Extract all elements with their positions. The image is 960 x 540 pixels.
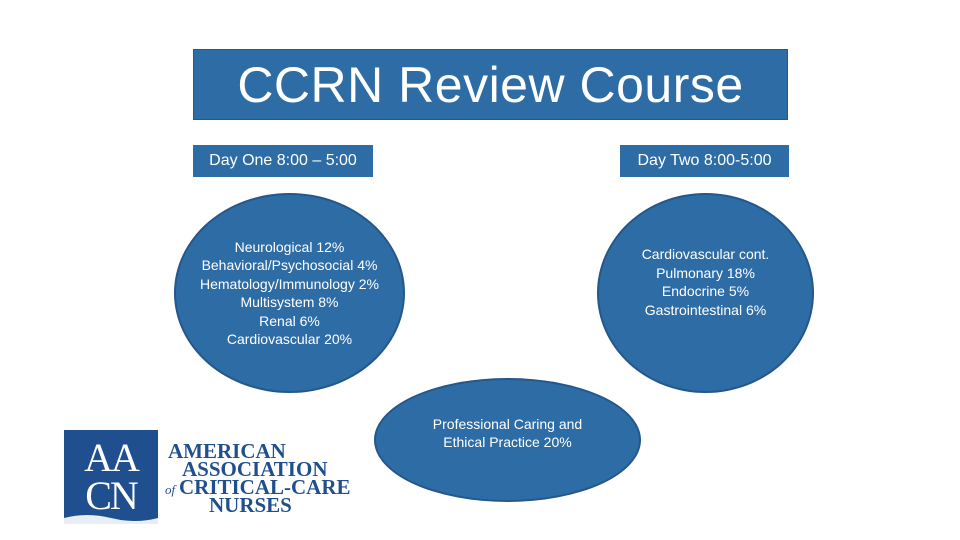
- logo-line-critical-care: CRITICAL-CARE: [179, 475, 351, 499]
- topic-item: Hematology/Immunology 2%: [200, 275, 379, 292]
- topic-item: Cardiovascular 20%: [226, 331, 353, 347]
- logo-monogram-top: AA: [84, 435, 140, 480]
- logo-wave-icon: [64, 515, 158, 524]
- topic-item: Gastrointestinal 6%: [644, 301, 767, 318]
- day-one-topics-circle: Neurological 12% Behavioral/Psychosocial…: [174, 193, 405, 393]
- logo-line-nurses: NURSES: [209, 493, 292, 517]
- title-banner: CCRN Review Course: [193, 49, 788, 120]
- topic-item: Behavioral/Psychosocial 4%: [201, 257, 378, 273]
- shared-topics-circle: Professional Caring and Ethical Practice…: [374, 378, 641, 502]
- topic-item: Ethical Practice 20%: [443, 434, 572, 450]
- page-title: CCRN Review Course: [237, 56, 744, 113]
- topic-item: Cardiovascular cont.: [641, 246, 770, 262]
- logo-line-association: ASSOCIATION: [182, 457, 327, 481]
- topic-item: Renal 6%: [259, 312, 320, 329]
- day-one-label: Day One 8:00 – 5:00: [193, 145, 373, 177]
- aacn-logo: AA CN AMERICAN ASSOCIATION of CRITICAL-C…: [64, 430, 351, 524]
- topic-item: Professional Caring and: [432, 415, 583, 432]
- day-two-topics-circle: Cardiovascular cont. Pulmonary 18% Endoc…: [597, 193, 814, 393]
- logo-monogram-bottom: CN: [85, 473, 138, 518]
- topic-item: Multisystem 8%: [240, 294, 339, 310]
- logo-line-of: of: [165, 482, 178, 497]
- topic-item: Pulmonary 18%: [656, 264, 755, 281]
- topic-item: Neurological 12%: [234, 238, 345, 255]
- topic-item: Endocrine 5%: [661, 283, 750, 299]
- logo-square: [64, 430, 158, 524]
- logo-line-american: AMERICAN: [168, 439, 286, 463]
- day-two-label: Day Two 8:00-5:00: [620, 145, 789, 177]
